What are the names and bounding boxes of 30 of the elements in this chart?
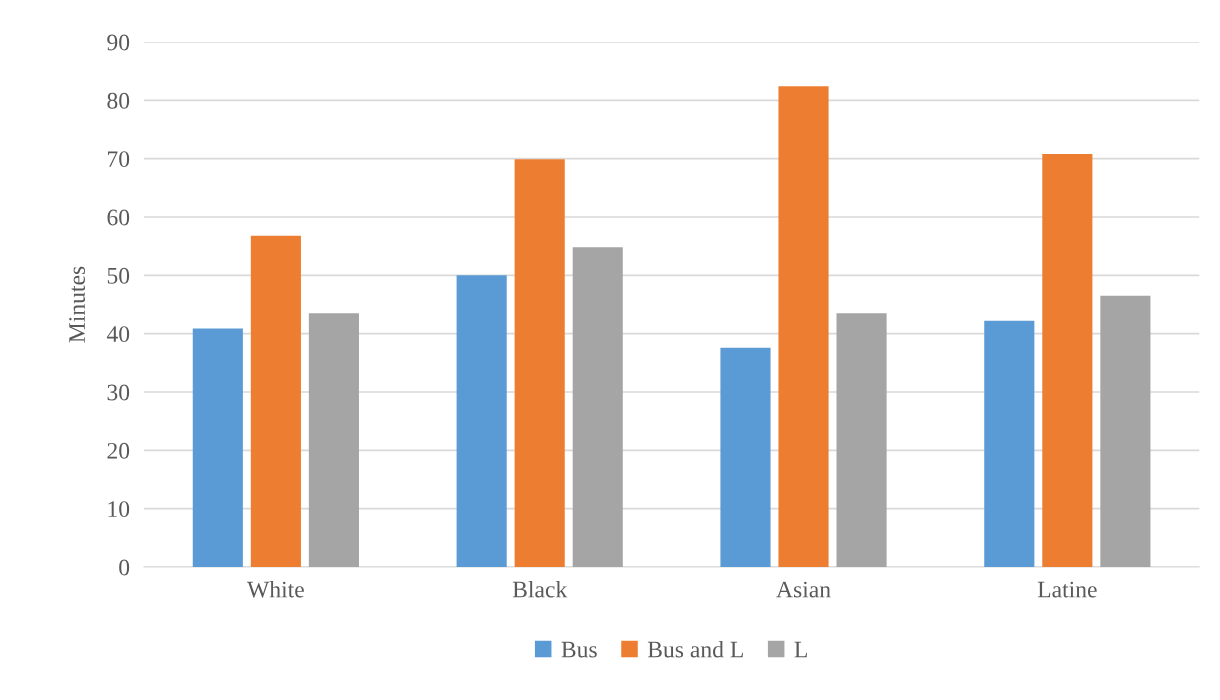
y-tick-label: 0 bbox=[119, 559, 130, 576]
bar bbox=[836, 313, 887, 567]
bar bbox=[1100, 295, 1151, 567]
y-tick-label: 70 bbox=[108, 151, 130, 168]
x-tick-label: Black bbox=[512, 580, 568, 598]
bar bbox=[778, 86, 829, 567]
bar bbox=[250, 235, 301, 567]
y-tick-label: 40 bbox=[106, 326, 130, 343]
y-tick-label: 80 bbox=[107, 92, 130, 109]
bar bbox=[308, 313, 359, 567]
bar bbox=[192, 328, 243, 567]
bar bbox=[456, 275, 507, 567]
bar bbox=[1042, 154, 1093, 567]
bar bbox=[720, 347, 771, 567]
y-tick-label: 30 bbox=[107, 384, 130, 401]
legend-label: L bbox=[794, 641, 807, 658]
x-tick-label: White bbox=[247, 580, 304, 598]
x-tick-label: Asian bbox=[776, 581, 831, 598]
legend-label: Bus bbox=[561, 641, 597, 658]
bar bbox=[514, 159, 565, 567]
x-tick-label: Latine bbox=[1037, 581, 1097, 598]
y-axis-title: Minutes bbox=[69, 266, 85, 343]
y-tick-label: 20 bbox=[107, 442, 130, 459]
y-tick-label: 50 bbox=[107, 267, 130, 284]
y-tick-label: 10 bbox=[108, 501, 130, 518]
bar bbox=[984, 320, 1035, 567]
y-tick-label: 60 bbox=[107, 209, 130, 226]
legend-label: Bus and L bbox=[647, 640, 743, 658]
bar bbox=[572, 247, 623, 567]
y-tick-label: 90 bbox=[107, 34, 130, 51]
